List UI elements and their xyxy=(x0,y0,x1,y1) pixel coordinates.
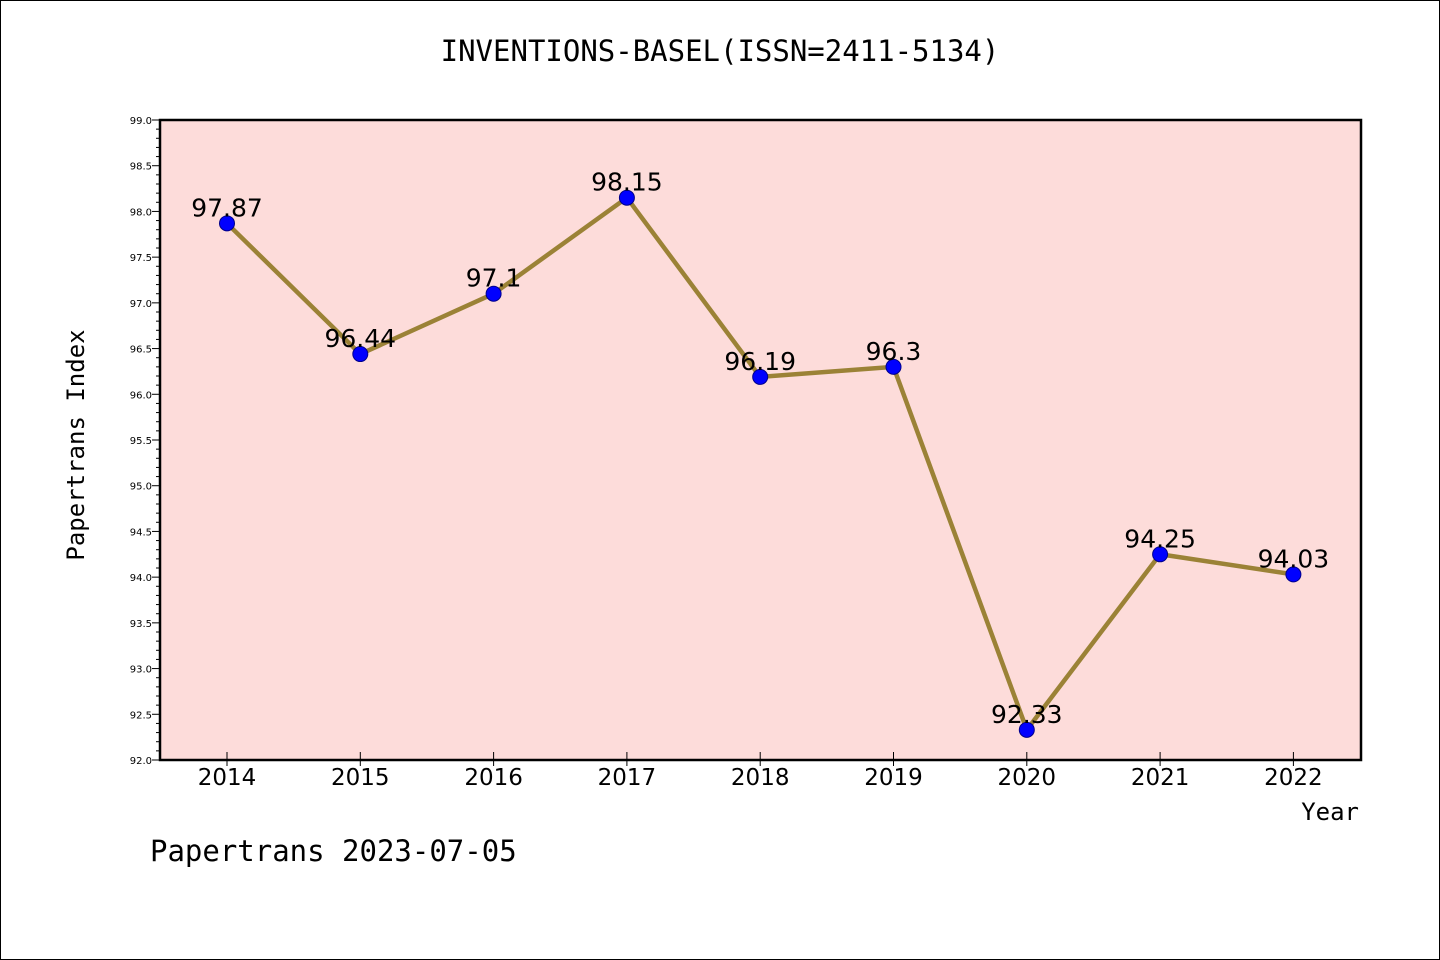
y-tick-label: 94.5 xyxy=(130,527,152,538)
y-tick-label: 95.5 xyxy=(130,436,152,447)
x-tick-label: 2021 xyxy=(1131,765,1190,791)
data-point xyxy=(219,215,235,232)
y-tick-label: 93.0 xyxy=(130,665,152,676)
x-tick-label: 2020 xyxy=(998,765,1057,791)
plot-area xyxy=(160,120,1361,760)
x-tick-label: 2015 xyxy=(331,765,390,791)
x-tick-label: 2017 xyxy=(598,765,657,791)
data-point xyxy=(618,189,635,206)
y-tick-label: 96.0 xyxy=(130,390,152,401)
x-tick-label: 2014 xyxy=(198,765,257,791)
y-tick-label: 97.0 xyxy=(130,299,152,310)
series-line-group xyxy=(219,189,1302,738)
data-label: 94.03 xyxy=(1258,544,1330,573)
plot-border xyxy=(158,118,1363,762)
data-point xyxy=(1152,546,1169,563)
y-tick-label: 99.0 xyxy=(130,116,152,127)
data-label: 96.44 xyxy=(325,324,397,353)
chart-title: INVENTIONS-BASEL(ISSN=2411-5134) xyxy=(440,34,1000,68)
data-point xyxy=(1018,721,1035,738)
data-point xyxy=(885,358,902,375)
y-axis-ticks: 92.0 92.5 93.0 93.5 94.0 94.5 95.0 95.5 96.0 96.5… xyxy=(130,116,160,767)
x-tick-label: 2016 xyxy=(464,765,523,791)
data-labels: 97.87 96.44 97.1 98.15 96.19 96.3 92.33 94.25 94… xyxy=(191,168,1329,729)
x-tick-label: 2022 xyxy=(1264,765,1323,791)
y-tick-label: 97.5 xyxy=(130,253,152,264)
data-label: 94.25 xyxy=(1124,524,1196,553)
data-point xyxy=(352,346,369,363)
data-point xyxy=(485,285,502,302)
y-tick-label: 98.5 xyxy=(130,162,152,173)
y-tick-label: 96.5 xyxy=(130,345,152,356)
y-tick-label: 93.5 xyxy=(130,619,152,630)
data-point xyxy=(1285,566,1302,583)
footer-note: Papertrans 2023-07-05 xyxy=(150,834,517,868)
y-axis-label: Papertrans Index xyxy=(62,329,90,560)
y-tick-label: 92.5 xyxy=(130,710,152,721)
y-tick-label: 94.0 xyxy=(130,573,152,584)
y-tick-label: 98.0 xyxy=(130,207,152,218)
data-label: 96.19 xyxy=(724,347,796,376)
data-point xyxy=(752,368,769,385)
data-label: 97.1 xyxy=(466,264,522,293)
data-label: 92.33 xyxy=(991,700,1063,729)
x-axis-ticks: 2014 2015 2016 2017 2018 2019 2020 2021 2022 xyxy=(198,752,1323,791)
data-label: 98.15 xyxy=(591,168,663,197)
x-tick-label: 2018 xyxy=(731,765,790,791)
x-axis-label: Year xyxy=(1301,798,1359,826)
y-tick-label: 92.0 xyxy=(130,756,152,767)
data-label: 97.87 xyxy=(191,193,263,222)
x-tick-label: 2019 xyxy=(864,765,923,791)
y-tick-label: 95.0 xyxy=(130,482,152,493)
data-label: 96.3 xyxy=(866,337,922,366)
